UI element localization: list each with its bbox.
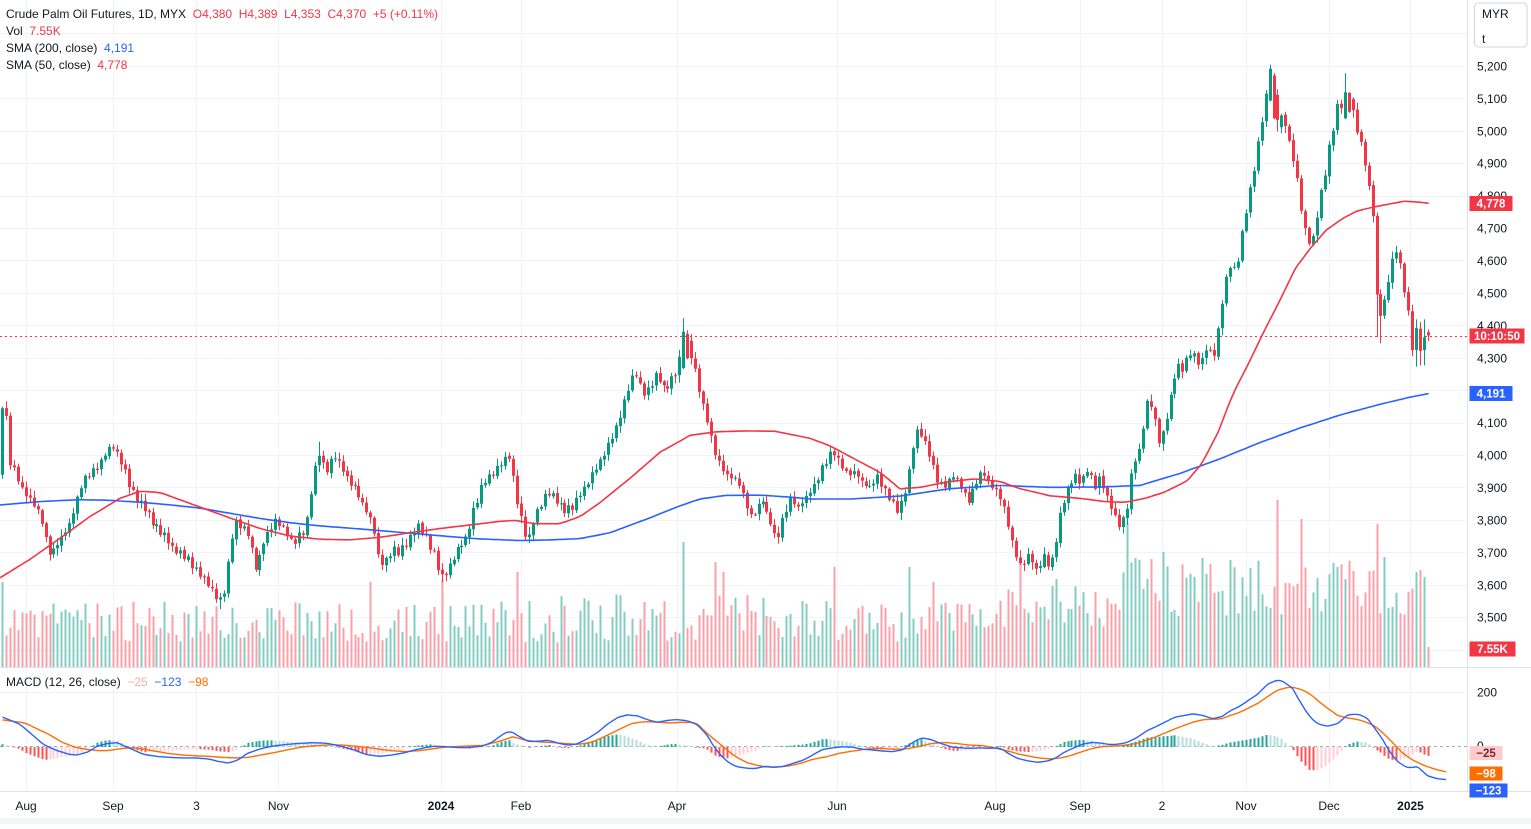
svg-text:4,191: 4,191 [1477, 389, 1506, 401]
svg-text:Aug: Aug [984, 799, 1005, 813]
svg-text:MYR: MYR [1482, 7, 1509, 21]
svg-text:−123: −123 [1476, 786, 1502, 798]
svg-text:MACD (12, 26, close) −25 −12: MACD (12, 26, close) −25 −123 −98 [6, 675, 209, 689]
svg-text:3,900: 3,900 [1477, 481, 1507, 495]
svg-text:3: 3 [193, 799, 200, 813]
svg-text:5,200: 5,200 [1477, 59, 1507, 73]
svg-text:t: t [1482, 32, 1486, 46]
svg-text:Aug: Aug [15, 799, 36, 813]
svg-text:Nov: Nov [1235, 799, 1256, 813]
svg-text:3,700: 3,700 [1477, 546, 1507, 560]
svg-text:4,000: 4,000 [1477, 449, 1507, 463]
svg-text:2025: 2025 [1397, 799, 1424, 813]
svg-text:Nov: Nov [268, 799, 289, 813]
svg-text:−25: −25 [1476, 748, 1496, 760]
svg-text:4,300: 4,300 [1477, 351, 1507, 365]
svg-text:5,100: 5,100 [1477, 92, 1507, 106]
svg-text:5,000: 5,000 [1477, 124, 1507, 138]
svg-text:3,600: 3,600 [1477, 578, 1507, 592]
svg-text:7.55K: 7.55K [1477, 644, 1508, 656]
svg-text:10:10:50: 10:10:50 [1474, 331, 1520, 343]
svg-text:Crude Palm Oil Futures, 1D, MY: Crude Palm Oil Futures, 1D, MYX O4,380 H… [6, 7, 438, 21]
svg-text:Sep: Sep [1069, 799, 1091, 813]
svg-text:Jun: Jun [827, 799, 846, 813]
svg-text:200: 200 [1477, 686, 1497, 700]
svg-text:4,900: 4,900 [1477, 157, 1507, 171]
svg-text:4,600: 4,600 [1477, 254, 1507, 268]
svg-text:2024: 2024 [428, 799, 455, 813]
svg-text:Apr: Apr [668, 799, 687, 813]
svg-text:Vol 7.55K: Vol 7.55K [6, 24, 61, 38]
svg-text:4,100: 4,100 [1477, 416, 1507, 430]
svg-text:SMA (200, close) 4,191: SMA (200, close) 4,191 [6, 41, 134, 55]
svg-text:Dec: Dec [1318, 799, 1339, 813]
svg-text:4,778: 4,778 [1477, 199, 1506, 211]
svg-text:2: 2 [1159, 799, 1166, 813]
svg-text:Feb: Feb [511, 799, 532, 813]
svg-text:−98: −98 [1476, 769, 1496, 781]
svg-text:3,500: 3,500 [1477, 611, 1507, 625]
svg-text:Sep: Sep [102, 799, 124, 813]
svg-text:SMA (50, close) 4,778: SMA (50, close) 4,778 [6, 58, 128, 72]
svg-text:3,800: 3,800 [1477, 513, 1507, 527]
svg-text:4,700: 4,700 [1477, 222, 1507, 236]
svg-text:4,500: 4,500 [1477, 286, 1507, 300]
